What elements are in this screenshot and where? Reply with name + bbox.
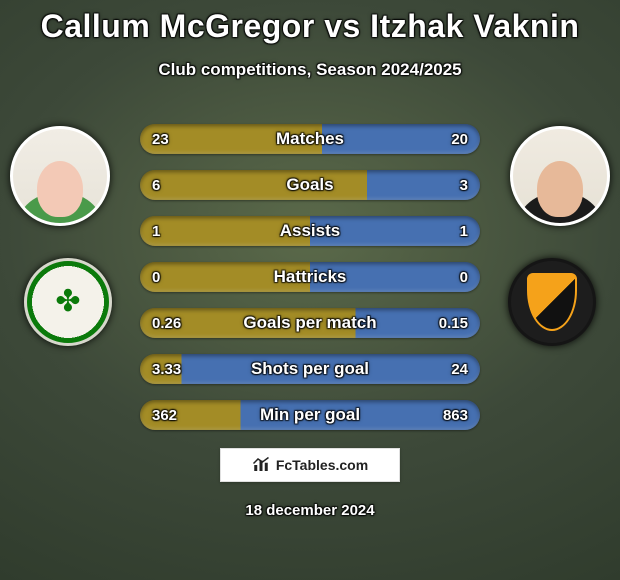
clover-icon: ✤	[55, 287, 80, 317]
avatar-left	[10, 126, 110, 226]
avatar-left-head	[37, 161, 83, 217]
stat-value-right: 3	[460, 170, 468, 200]
date-label: 18 december 2024	[0, 502, 620, 519]
shield-icon	[527, 273, 577, 331]
stat-value-right: 863	[443, 400, 468, 430]
site-logo-text: FcTables.com	[276, 457, 368, 473]
stat-label: Assists	[140, 216, 480, 246]
stat-value-right: 1	[460, 216, 468, 246]
stat-label: Hattricks	[140, 262, 480, 292]
comparison-card: Callum McGregor vs Itzhak Vaknin Club co…	[0, 0, 620, 580]
stat-row: 0Hattricks0	[140, 262, 480, 292]
page-title: Callum McGregor vs Itzhak Vaknin	[0, 8, 620, 45]
stat-row: 6Goals3	[140, 170, 480, 200]
stat-label: Goals	[140, 170, 480, 200]
stat-value-right: 0.15	[439, 308, 468, 338]
page-subtitle: Club competitions, Season 2024/2025	[0, 60, 620, 80]
stat-row: 23Matches20	[140, 124, 480, 154]
shield-inner	[529, 275, 575, 329]
stat-label: Min per goal	[140, 400, 480, 430]
stat-label: Goals per match	[140, 308, 480, 338]
stat-row: 362Min per goal863	[140, 400, 480, 430]
barchart-icon	[252, 456, 270, 474]
stat-row: 3.33Shots per goal24	[140, 354, 480, 384]
stat-label: Matches	[140, 124, 480, 154]
crest-left: ✤	[24, 258, 112, 346]
avatar-right-head	[537, 161, 583, 217]
avatar-right	[510, 126, 610, 226]
stat-value-right: 0	[460, 262, 468, 292]
stat-bars: 23Matches20 6Goals3 1Assists1 0Hattricks0 0.…	[140, 124, 480, 446]
stat-label: Shots per goal	[140, 354, 480, 384]
stat-row: 0.26Goals per match0.15	[140, 308, 480, 338]
stat-row: 1Assists1	[140, 216, 480, 246]
crest-right	[508, 258, 596, 346]
site-logo: FcTables.com	[220, 448, 400, 482]
stat-value-right: 24	[451, 354, 468, 384]
stat-value-right: 20	[451, 124, 468, 154]
